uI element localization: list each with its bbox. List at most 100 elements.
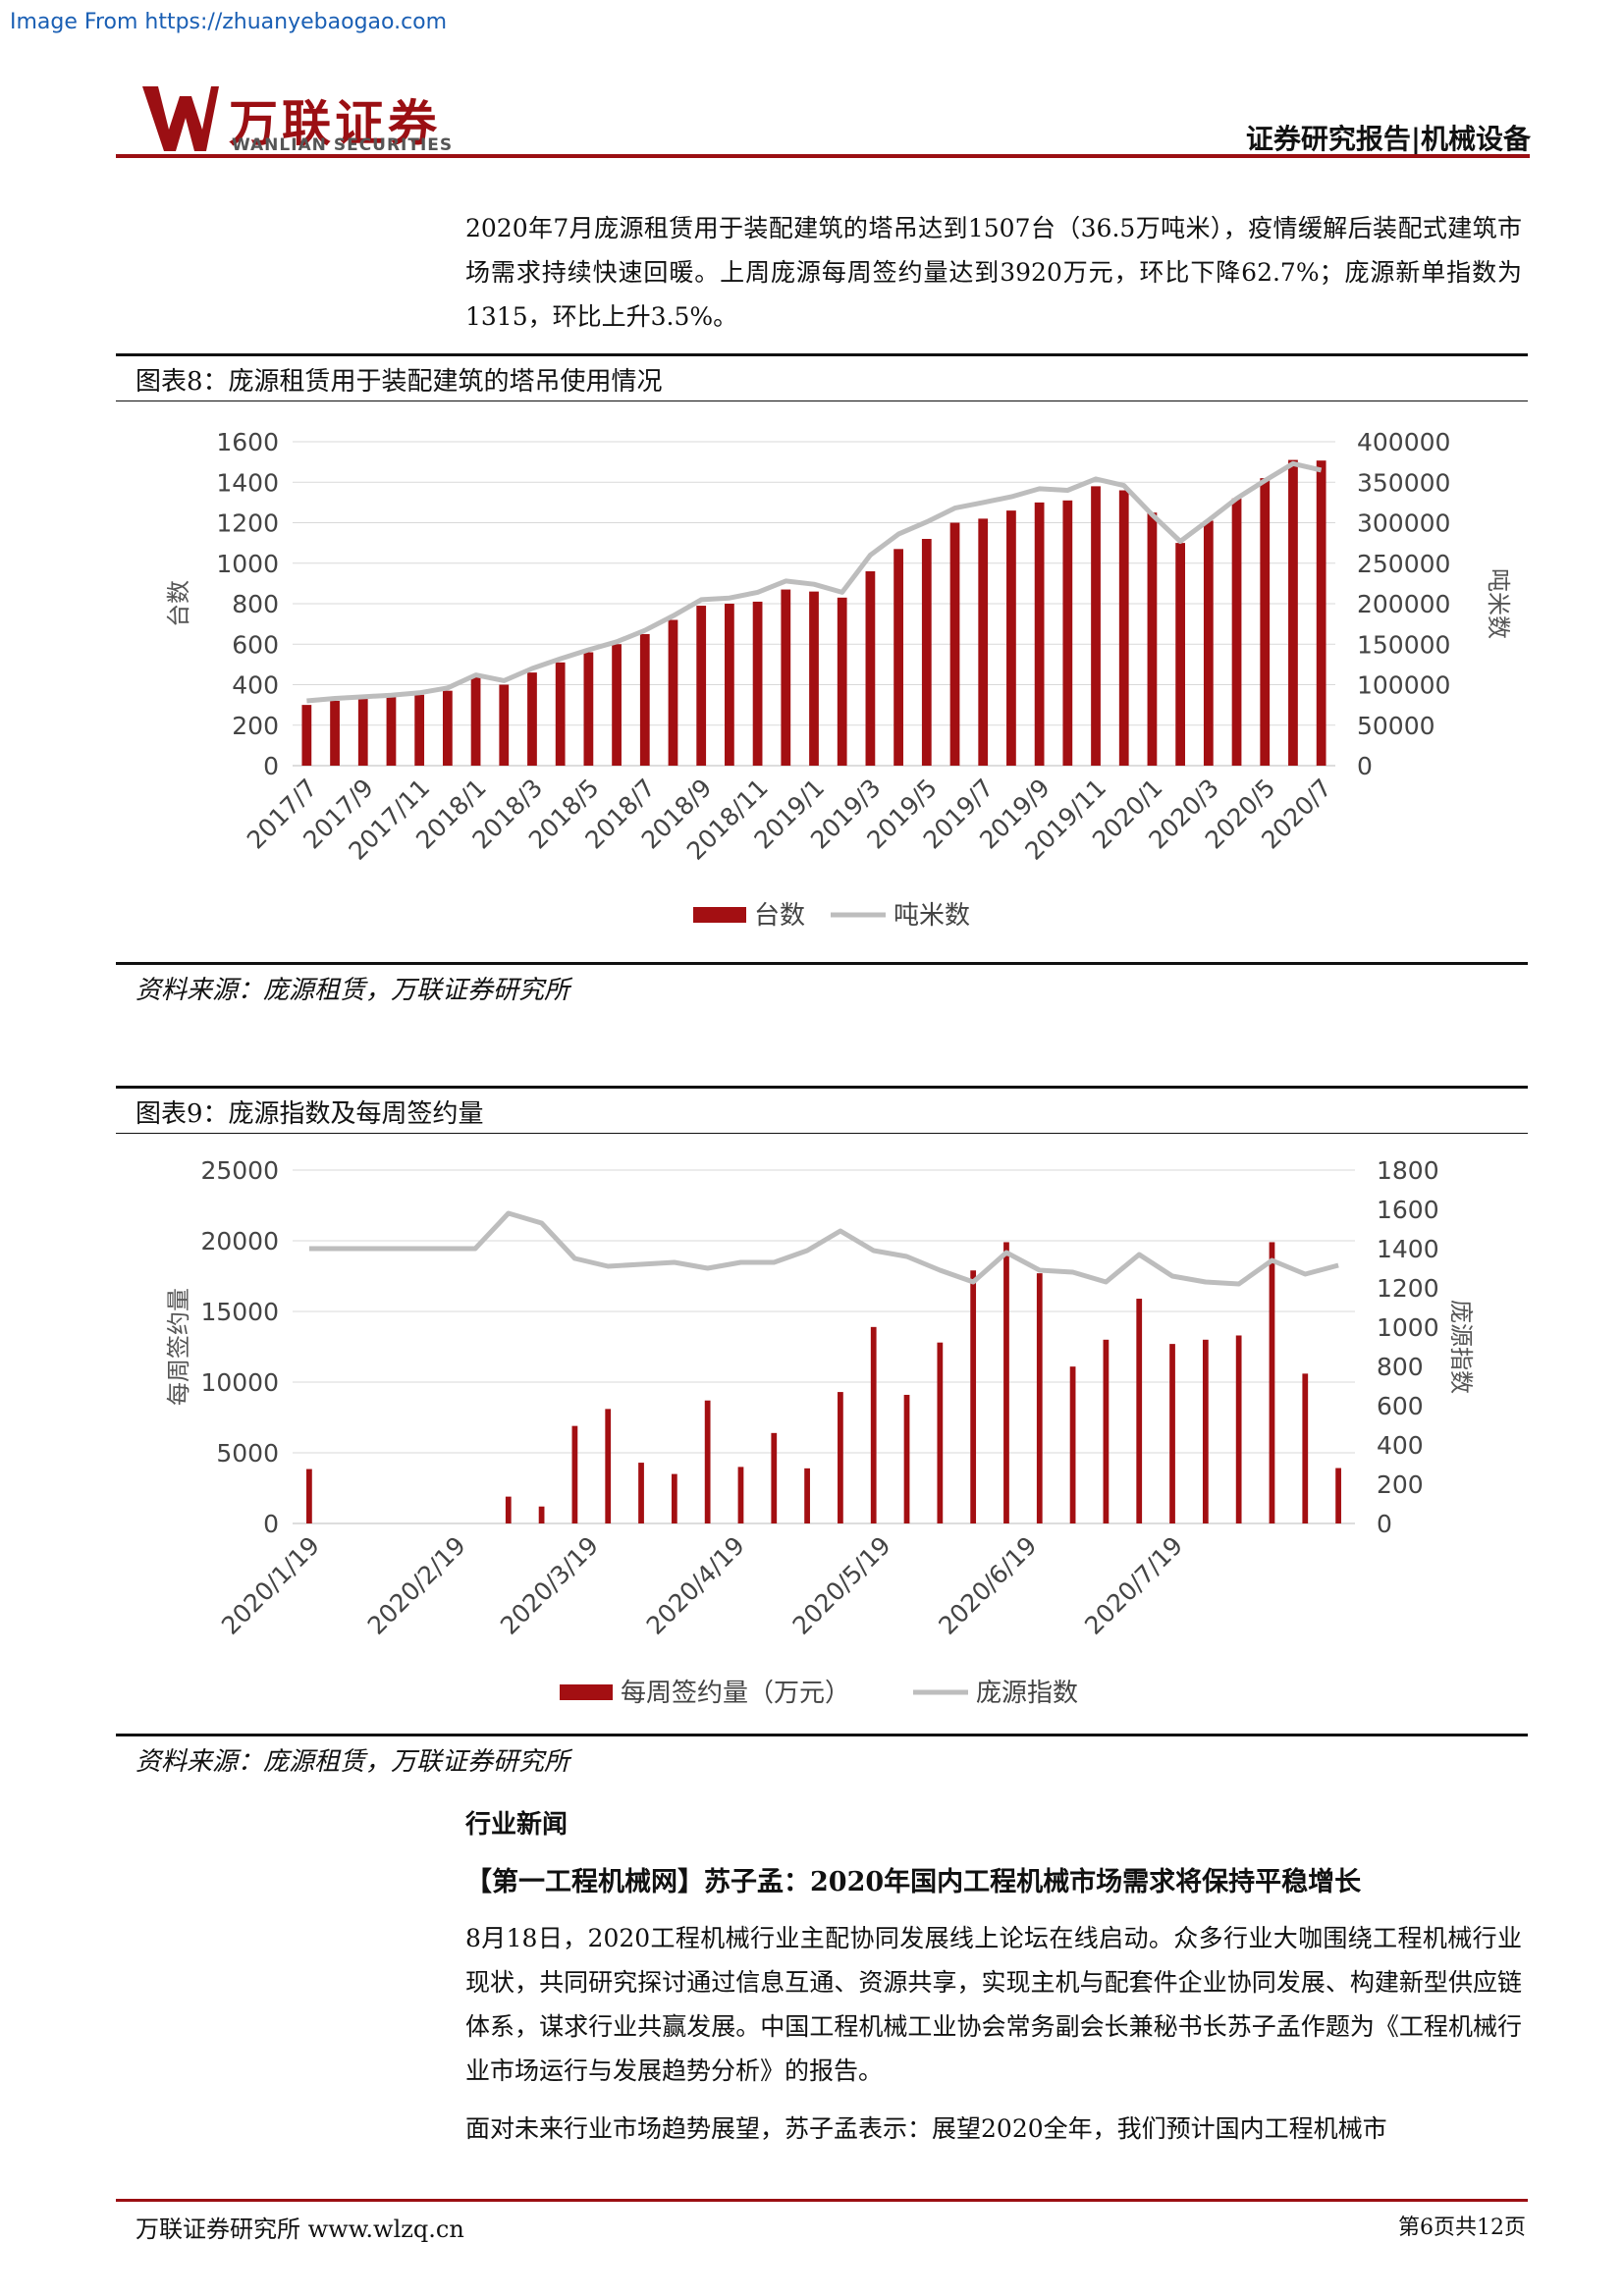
x-tick-label: 2020/2/19	[362, 1531, 471, 1640]
bar	[671, 1473, 677, 1523]
footer-publisher: 万联证券研究所 www.wlzq.cn	[135, 2216, 464, 2243]
legend-bar-swatch	[560, 1684, 613, 1700]
bar	[978, 518, 989, 766]
source-link[interactable]: Image From https://zhuanyebaogao.com	[10, 10, 448, 34]
figure8-title: 图表8：庞源租赁用于装配建筑的塔吊使用情况	[135, 367, 663, 397]
y2-tick-label: 100000	[1357, 671, 1450, 700]
y-tick-label: 5000	[216, 1439, 279, 1468]
bar	[696, 606, 707, 766]
y2-tick-label: 1000	[1377, 1313, 1439, 1342]
bar	[1202, 1339, 1209, 1523]
y2-tick-label: 200000	[1357, 590, 1450, 618]
bar	[937, 1342, 944, 1523]
legend-bar-label: 台数	[754, 901, 805, 931]
figure9-title: 图表9：庞源指数及每周签约量	[135, 1099, 484, 1129]
header-divider	[116, 154, 1530, 158]
bar	[538, 1506, 545, 1523]
figure9-caption-rule	[116, 1133, 1528, 1134]
y2-tick-label: 250000	[1357, 550, 1450, 578]
bar	[1175, 543, 1186, 766]
bar	[781, 589, 791, 766]
y2-tick-label: 1400	[1377, 1235, 1439, 1263]
y2-tick-label: 50000	[1357, 712, 1435, 740]
y2-tick-label: 1200	[1377, 1274, 1439, 1303]
y2-tick-label: 150000	[1357, 630, 1450, 659]
y2-tick-label: 400	[1377, 1431, 1424, 1460]
news-headline: 【第一工程机械网】苏子孟：2020年国内工程机械市场需求将保持平稳增长	[465, 1867, 1362, 1897]
news-section-title: 行业新闻	[465, 1810, 568, 1840]
bar	[612, 644, 622, 766]
bar	[1269, 1242, 1275, 1523]
y2-tick-label: 800	[1377, 1353, 1424, 1381]
x-tick-label: 2020/7/19	[1079, 1531, 1188, 1640]
legend-bar-swatch	[693, 907, 746, 923]
bar	[301, 705, 312, 766]
bar	[668, 619, 678, 766]
y2-axis-title: 吨米数	[1485, 568, 1512, 639]
bar	[837, 597, 847, 766]
y-axis-title: 台数	[165, 580, 192, 627]
bar	[1147, 512, 1158, 766]
bar	[1260, 478, 1271, 766]
line-series	[306, 460, 1323, 704]
bar	[330, 701, 340, 766]
bar	[1003, 1242, 1009, 1523]
bar	[1034, 502, 1045, 766]
bar	[704, 1400, 711, 1523]
bar	[414, 694, 425, 766]
bar	[921, 539, 932, 766]
bar	[505, 1496, 512, 1523]
bar	[838, 1392, 843, 1523]
bar	[1302, 1373, 1309, 1523]
figure9-source: 资料来源：庞源租赁，万联证券研究所	[135, 1747, 570, 1777]
bar	[949, 522, 960, 766]
bar	[870, 1326, 877, 1523]
bar	[1036, 1273, 1043, 1523]
bar	[499, 684, 510, 766]
bar	[903, 1394, 910, 1523]
x-tick-label: 2020/6/19	[933, 1531, 1042, 1640]
figure9-top-rule	[116, 1086, 1528, 1089]
logo-chinese-name: 万联证券	[229, 95, 441, 152]
y-tick-label: 400	[232, 671, 279, 700]
bar	[571, 1425, 578, 1523]
bar	[639, 633, 650, 766]
bar	[1288, 459, 1298, 766]
bar	[865, 571, 876, 766]
y-axis-title: 每周签约量	[165, 1288, 192, 1406]
footer-divider	[116, 2199, 1528, 2202]
footer-page-number: 第6页共12页	[1398, 2216, 1526, 2240]
y2-tick-label: 200	[1377, 1470, 1424, 1499]
y-tick-label: 10000	[200, 1368, 279, 1397]
y2-tick-label: 600	[1377, 1392, 1424, 1420]
figure8-chart: 0 200 400 600 800 1000 1200 1400 1600 0 50000 10000…	[165, 428, 1512, 931]
y-tick-label: 15000	[200, 1298, 279, 1326]
y2-tick-label: 1800	[1377, 1156, 1439, 1185]
bar	[605, 1409, 612, 1523]
bar	[306, 1468, 312, 1523]
y-tick-label: 0	[263, 1510, 279, 1538]
logo-english-name: WANLIAN SECURITIES	[232, 135, 454, 155]
bar	[1062, 500, 1073, 766]
bar	[1103, 1339, 1110, 1523]
bar	[357, 698, 368, 766]
y-tick-label: 0	[263, 752, 279, 780]
bar	[1118, 490, 1129, 766]
bar	[1235, 1335, 1242, 1523]
legend-line-label: 吨米数	[893, 901, 970, 931]
bar	[583, 652, 594, 766]
x-tick-label: 2020/5/19	[787, 1531, 896, 1640]
figure9-bottom-rule	[116, 1734, 1528, 1736]
bar	[725, 604, 734, 766]
y2-tick-label: 0	[1357, 752, 1373, 780]
legend-line-label: 庞源指数	[976, 1679, 1078, 1708]
y-tick-label: 1000	[216, 550, 279, 578]
y-tick-label: 600	[232, 630, 279, 659]
x-tick-label: 2020/1/19	[216, 1531, 325, 1640]
line-series	[308, 1210, 1339, 1287]
figure8-source: 资料来源：庞源租赁，万联证券研究所	[135, 976, 570, 1005]
figure8-caption-rule	[116, 400, 1528, 401]
bar	[752, 601, 763, 766]
bar	[1069, 1366, 1076, 1523]
bar	[809, 591, 819, 766]
